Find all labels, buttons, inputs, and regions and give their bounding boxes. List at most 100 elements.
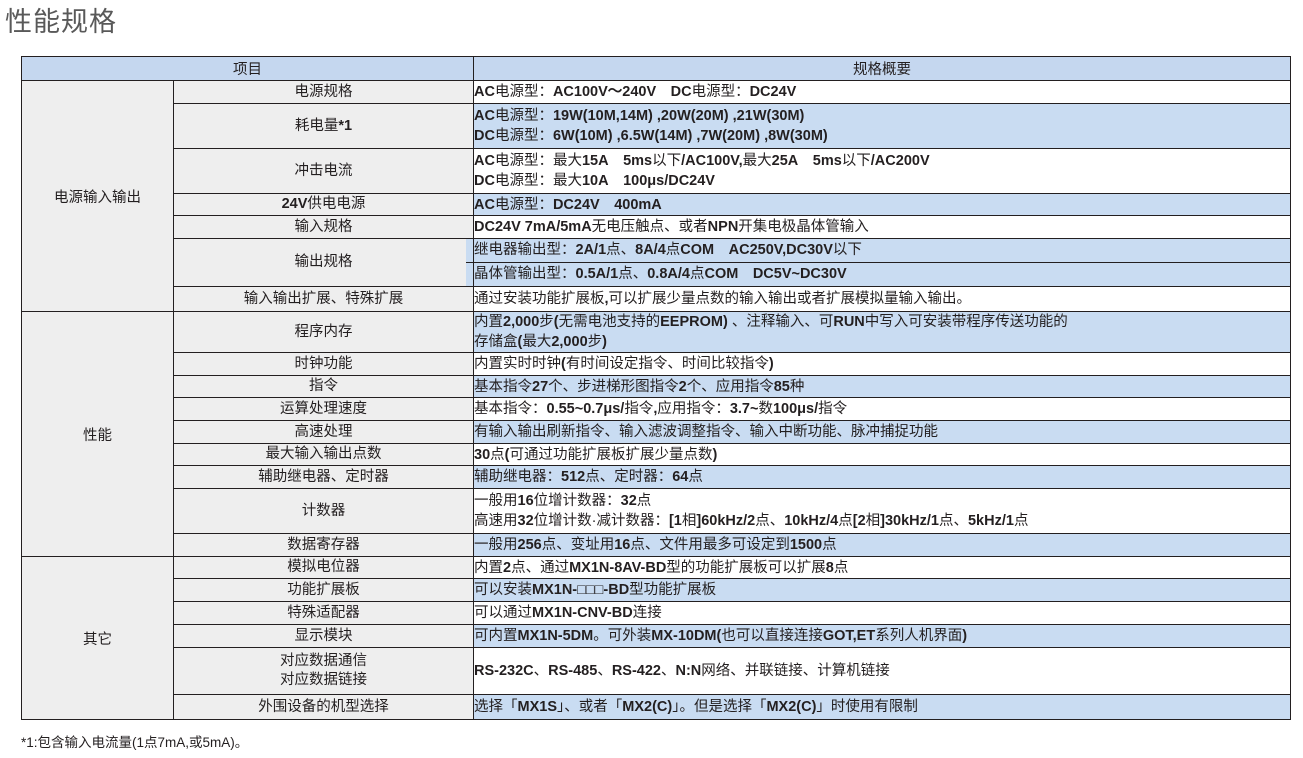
table-row: 耗电量*1 AC电源型：19W(10M,14M) ,20W(20M) ,21W(3… (22, 103, 1291, 149)
table-row: 特殊适配器 可以通过MX1N-CNV-BD连接 (22, 601, 1291, 625)
table-row: 指令 基本指令27个、步进梯形图指令2个、应用指令85种 (22, 375, 1291, 398)
row-item-label: 显示模块 (173, 624, 474, 648)
row-item-label: 数据寄存器 (173, 533, 474, 557)
spec-line: 辅助继电器：512点、定时器：64点 (474, 469, 703, 485)
table-footnote: *1:包含输入电流量(1点7mA,或5mA)。 (21, 735, 249, 750)
spec-line: 有输入输出刷新指令、输入滤波调整指令、输入中断功能、脉冲捕捉功能 (474, 424, 938, 440)
table-row: 显示模块 可内置MX1N-5DM。可外装MX-10DM(也可以直接连接GOT,ET… (22, 624, 1291, 648)
row-spec-value: AC电源型：最大15A 5ms以下/AC100V,最大25A 5ms以下/AC2… (473, 148, 1291, 194)
table-row: 数据寄存器 一般用256点、变址用16点、文件用最多可设定到1500点 (22, 533, 1291, 557)
row-spec-value: 基本指令：0.55~0.7μs/指令,应用指令：3.7~数100μs/指令 (473, 397, 1291, 421)
table-row: 时钟功能 内置实时时钟(有时间设定指令、时间比较指令) (22, 352, 1291, 376)
spec-line: 一般用16位增计数器：32点 (474, 493, 652, 509)
spec-line: DC电源型：6W(10M) ,6.5W(14M) ,7W(20M) ,8W(30… (474, 128, 828, 144)
spec-line: 可内置MX1N-5DM。可外装MX-10DM(也可以直接连接GOT,ET系列人机… (474, 628, 968, 644)
table-row: 24V供电电源 AC电源型：DC24V 400mA (22, 193, 1291, 216)
performance-spec-table: 项目 规格概要 电源输入输出 电源规格 AC电源型：AC100V～240V DC电源型：… (21, 56, 1291, 720)
spec-line: AC电源型：AC100V～240V DC电源型：DC24V (474, 84, 797, 100)
page-title: 性能规格 (5, 7, 117, 37)
spec-line: 一般用256点、变址用16点、文件用最多可设定到1500点 (474, 537, 837, 553)
row-item-label: 耗电量*1 (173, 103, 474, 149)
spec-line: AC电源型：DC24V 400mA (474, 196, 662, 213)
row-spec-value: 内置2点、通过MX1N-8AV-BD型的功能扩展板可以扩展8点 (473, 556, 1291, 579)
row-item-label: 24V供电电源 (173, 193, 474, 216)
table-row: 其它 模拟电位器 内置2点、通过MX1N-8AV-BD型的功能扩展板可以扩展8点 (21, 556, 1291, 720)
row-spec-value: 通过安装功能扩展板,可以扩展少量点数的输入输出或者扩展模拟量输入输出。 (473, 286, 1291, 312)
table-row: 性能 程序内存 内置2,000步(无需电池支持的EEPROM) 、注释输入、可RUN… (21, 311, 1291, 557)
row-item-label: 模拟电位器 (173, 556, 474, 579)
group-label: 性能 (21, 311, 174, 557)
spec-line: 基本指令：0.55~0.7μs/指令,应用指令：3.7~数100μs/指令 (474, 401, 848, 417)
row-spec-value: 内置实时时钟(有时间设定指令、时间比较指令) (473, 352, 1291, 376)
row-spec-value: DC24V 7mA/5mA无电压触点、或者NPN开集电极晶体管输入 (473, 215, 1291, 239)
row-item-label: 计数器 (173, 488, 474, 534)
table-row: 辅助继电器、定时器 辅助继电器：512点、定时器：64点 (22, 465, 1291, 489)
table-row: 输入输出扩展、特殊扩展 通过安装功能扩展板,可以扩展少量点数的输入输出或者扩展模拟… (22, 286, 1291, 312)
table-row: 冲击电流 AC电源型：最大15A 5ms以下/AC100V,最大25A 5ms以下… (22, 148, 1291, 194)
row-spec-value: 继电器输出型：2A/1点、8A/4点COM AC250V,DC30V以下 晶体管输… (466, 238, 1291, 287)
row-item-label: 指令 (173, 375, 474, 398)
spec-line: 基本指令27个、步进梯形图指令2个、应用指令85种 (474, 378, 805, 395)
table-row: 高速处理 有输入输出刷新指令、输入滤波调整指令、输入中断功能、脉冲捕捉功能 (22, 420, 1291, 444)
spec-line: 内置2,000步(无需电池支持的EEPROM) 、注释输入、可RUN中写入可安装… (474, 314, 1068, 330)
row-spec-value: 30点(可通过功能扩展板扩展少量点数) (473, 443, 1291, 466)
header-spec: 规格概要 (473, 56, 1291, 81)
table-header-row: 项目 规格概要 (21, 56, 1291, 81)
table-row: 计数器 一般用16位增计数器：32点高速用32位增计数·减计数器：[1相]60kH… (22, 488, 1291, 534)
row-item-label: 冲击电流 (173, 148, 474, 194)
row-spec-value: 可以通过MX1N-CNV-BD连接 (473, 601, 1291, 625)
row-spec-value: 内置2,000步(无需电池支持的EEPROM) 、注释输入、可RUN中写入可安装… (473, 311, 1291, 353)
row-item-label: 对应数据通信 对应数据链接 (173, 647, 474, 695)
row-item-label: 输入规格 (173, 215, 474, 239)
row-spec-value: 可以安装MX1N-□□□-BD型功能扩展板 (473, 578, 1291, 602)
row-spec-value: 一般用16位增计数器：32点高速用32位增计数·减计数器：[1相]60kHz/2… (473, 488, 1291, 534)
table-row: 功能扩展板 可以安装MX1N-□□□-BD型功能扩展板 (22, 578, 1291, 602)
row-item-label: 高速处理 (173, 420, 474, 444)
spec-line: 选择「MX1S」、或者「MX2(C)」。但是选择「MX2(C)」时使用有限制 (474, 699, 918, 715)
spec-subline: 继电器输出型：2A/1点、8A/4点COM AC250V,DC30V以下 (466, 239, 1290, 262)
spec-line: 内置2点、通过MX1N-8AV-BD型的功能扩展板可以扩展8点 (474, 559, 849, 576)
spec-line: 30点(可通过功能扩展板扩展少量点数) (474, 446, 718, 463)
row-item-label: 辅助继电器、定时器 (173, 465, 474, 489)
row-item-label: 功能扩展板 (173, 578, 474, 602)
spec-line: DC电源型：最大10A 100μs/DC24V (474, 173, 715, 189)
table-row: 输入规格 DC24V 7mA/5mA无电压触点、或者NPN开集电极晶体管输入 (22, 215, 1291, 239)
table-row: 对应数据通信 对应数据链接 RS-232C、RS-485、RS-422、N:N网络、… (22, 647, 1291, 695)
row-item-label: 外围设备的机型选择 (173, 694, 474, 720)
row-spec-value: 有输入输出刷新指令、输入滤波调整指令、输入中断功能、脉冲捕捉功能 (473, 420, 1291, 444)
group-label: 电源输入输出 (21, 80, 174, 312)
spec-line: 可以通过MX1N-CNV-BD连接 (474, 605, 662, 621)
row-item-label: 程序内存 (173, 311, 474, 353)
row-spec-value: RS-232C、RS-485、RS-422、N:N网络、并联链接、计算机链接 (473, 647, 1291, 695)
table-row: 运算处理速度 基本指令：0.55~0.7μs/指令,应用指令：3.7~数100μs… (22, 397, 1291, 421)
table-row: 输出规格 继电器输出型：2A/1点、8A/4点COM AC250V,DC30V以下… (22, 238, 1291, 287)
row-item-label: 最大输入输出点数 (173, 443, 474, 466)
group-label: 其它 (21, 556, 174, 720)
row-spec-value: AC电源型：AC100V～240V DC电源型：DC24V (473, 80, 1291, 104)
row-item-label: 时钟功能 (173, 352, 474, 376)
row-spec-value: 一般用256点、变址用16点、文件用最多可设定到1500点 (473, 533, 1291, 557)
row-item-label: 输入输出扩展、特殊扩展 (173, 286, 474, 312)
spec-line: AC电源型：最大15A 5ms以下/AC100V,最大25A 5ms以下/AC2… (474, 153, 930, 169)
spec-line: 可以安装MX1N-□□□-BD型功能扩展板 (474, 582, 717, 598)
row-spec-value: 基本指令27个、步进梯形图指令2个、应用指令85种 (473, 375, 1291, 398)
spec-line: 高速用32位增计数·减计数器：[1相]60kHz/2点、10kHz/4点[2相]… (474, 513, 1029, 529)
row-spec-value: 辅助继电器：512点、定时器：64点 (473, 465, 1291, 489)
spec-line: RS-232C、RS-485、RS-422、N:N网络、并联链接、计算机链接 (474, 663, 890, 679)
table-row: 外围设备的机型选择 选择「MX1S」、或者「MX2(C)」。但是选择「MX2(C)… (22, 694, 1291, 720)
header-item: 项目 (21, 56, 474, 81)
row-spec-value: AC电源型：DC24V 400mA (473, 193, 1291, 216)
row-item-label: 特殊适配器 (173, 601, 474, 625)
spec-line: 内置实时时钟(有时间设定指令、时间比较指令) (474, 356, 774, 372)
row-spec-value: AC电源型：19W(10M,14M) ,20W(20M) ,21W(30M) DC… (473, 103, 1291, 149)
table-row: 最大输入输出点数 30点(可通过功能扩展板扩展少量点数) (22, 443, 1291, 466)
spec-line: AC电源型：19W(10M,14M) ,20W(20M) ,21W(30M) (474, 108, 805, 124)
spec-line: 存储盒(最大2,000步) (474, 334, 607, 350)
row-item-label: 电源规格 (173, 80, 474, 104)
spec-line: DC24V 7mA/5mA无电压触点、或者NPN开集电极晶体管输入 (474, 219, 869, 235)
spec-subline: 晶体管输出型：0.5A/1点、0.8A/4点COM DC5V~DC30V (466, 262, 1290, 286)
row-spec-value: 选择「MX1S」、或者「MX2(C)」。但是选择「MX2(C)」时使用有限制 (473, 694, 1291, 720)
row-item-label: 输出规格 (173, 238, 474, 287)
table-row: 电源输入输出 电源规格 AC电源型：AC100V～240V DC电源型：DC24V (21, 80, 1291, 312)
row-spec-value: 可内置MX1N-5DM。可外装MX-10DM(也可以直接连接GOT,ET系列人机… (473, 624, 1291, 648)
